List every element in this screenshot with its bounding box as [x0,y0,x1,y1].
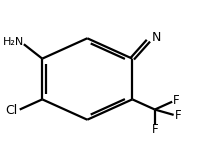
Text: F: F [173,94,180,107]
Text: N: N [151,31,161,44]
Text: H₂N: H₂N [3,37,24,47]
Text: F: F [152,123,158,136]
Text: Cl: Cl [5,104,18,117]
Text: F: F [175,109,181,122]
